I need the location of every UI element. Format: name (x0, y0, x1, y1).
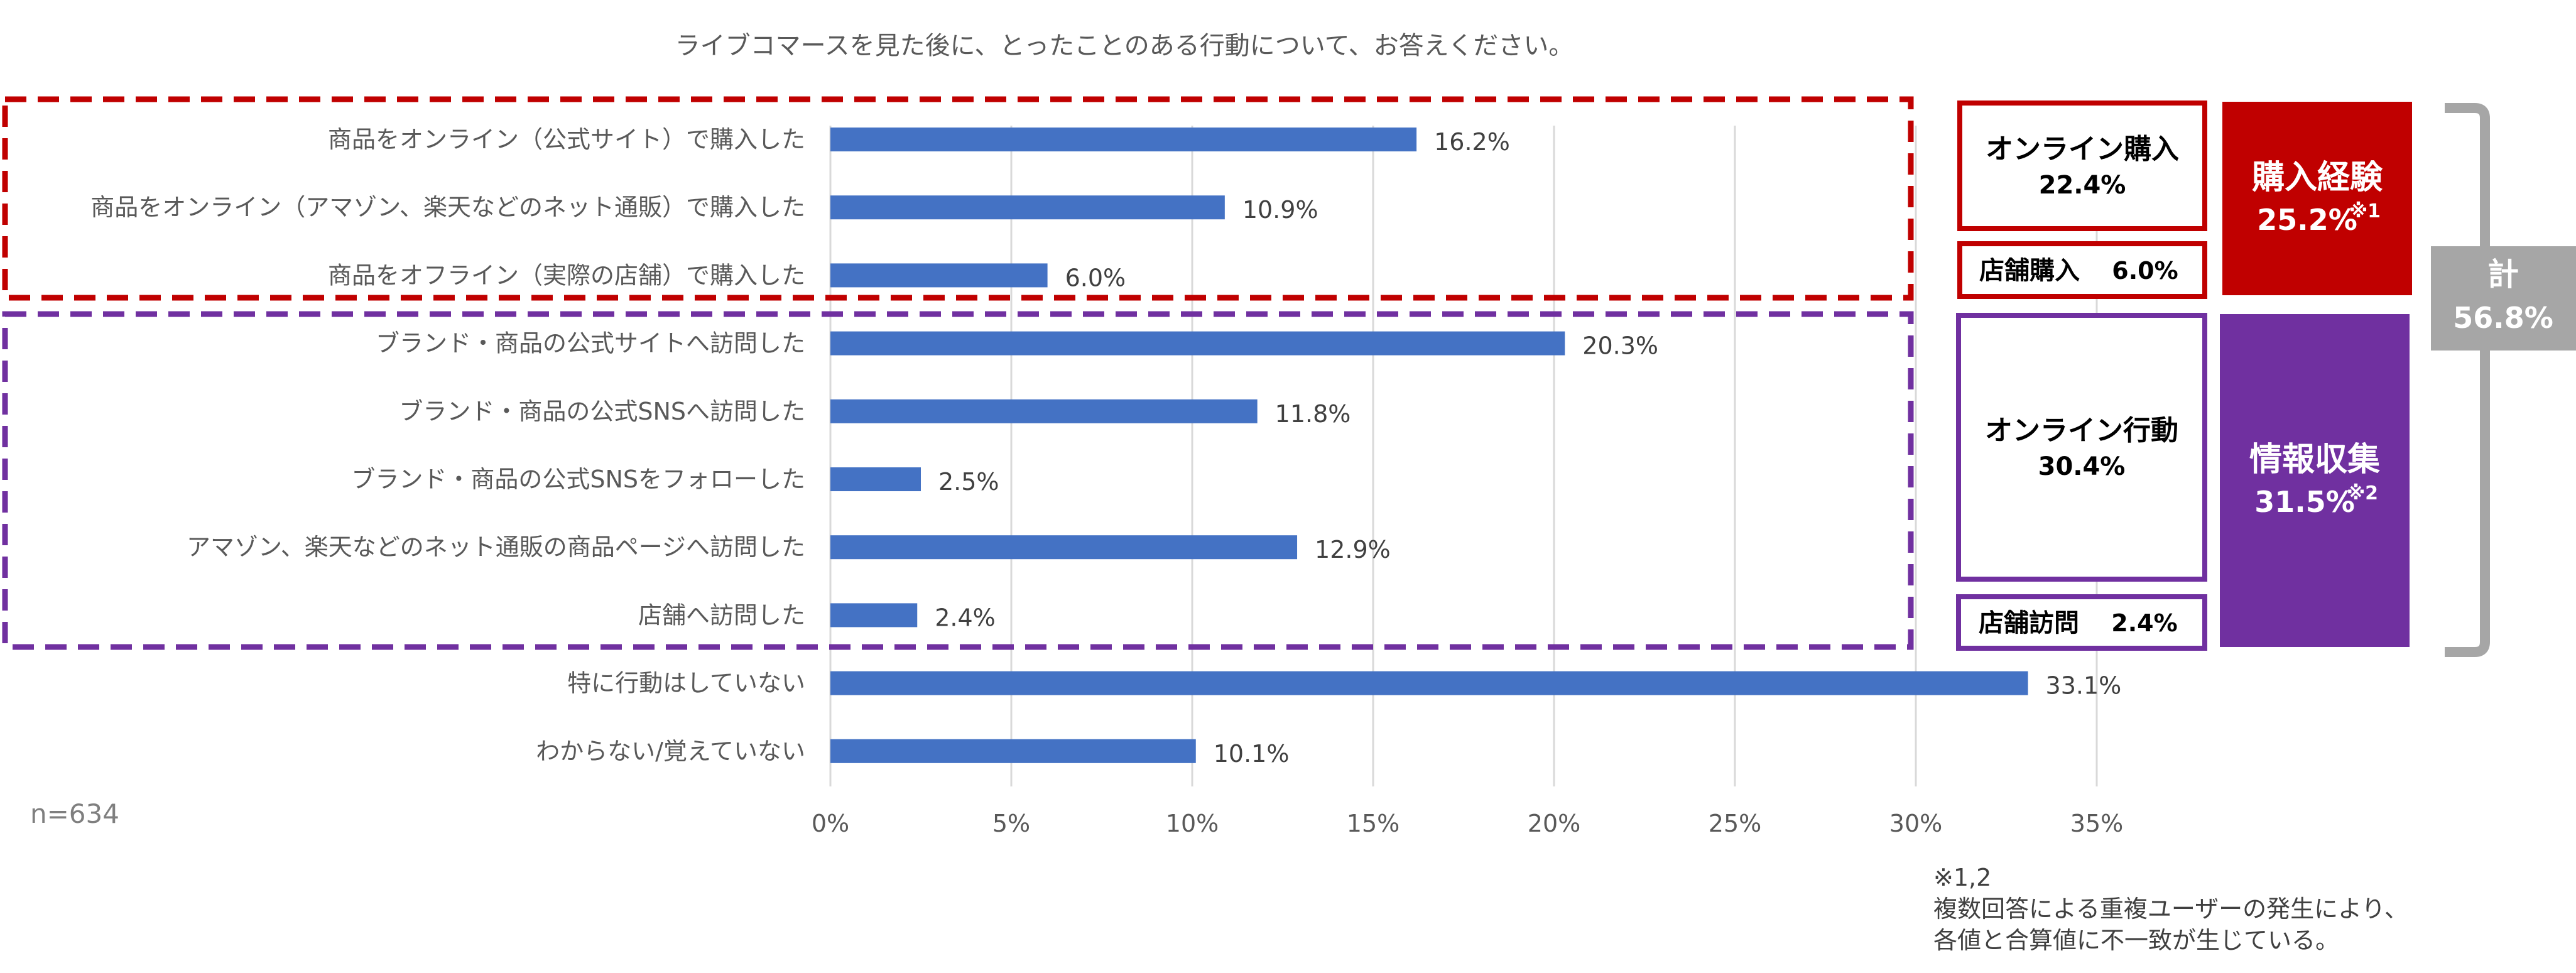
group-dashed-box-info (2, 311, 1914, 650)
x-tick-label: 5% (992, 810, 1030, 837)
summary-box-purchase (2222, 102, 2412, 295)
total-bracket (2445, 103, 2490, 657)
footnote-line: 複数回答による重複ユーザーの発生により、 (1933, 895, 2408, 923)
bar-value-label: 12.9% (1315, 536, 1391, 563)
category-label: アマゾン、楽天などのネット通販の商品ページへ訪問した (187, 533, 805, 561)
summary-value: 25.2% (2257, 203, 2357, 237)
sub-box-value: 22.4% (2039, 171, 2126, 200)
x-tick-label: 35% (2070, 810, 2123, 837)
bar (830, 399, 1258, 423)
bar-value-label: 33.1% (2046, 672, 2122, 700)
sub-box-value: 2.4% (2111, 609, 2177, 637)
bar (830, 331, 1565, 356)
bar-value-label: 11.8% (1275, 400, 1351, 428)
chart-title: ライブコマースを見た後に、とったことのある行動について、お答えください。 (675, 31, 1574, 60)
bar-value-label: 10.9% (1242, 196, 1318, 224)
footnote-line: 各値と合算値に不一致が生じている。 (1933, 927, 2339, 954)
bar (830, 467, 921, 491)
sub-box-purchase-1 (1957, 241, 2207, 299)
bar (830, 195, 1225, 220)
bar-value-label: 16.2% (1434, 128, 1510, 156)
category-label: ブランド・商品の公式SNSへ訪問した (399, 398, 805, 425)
category-label: 商品をオンライン（公式サイト）で購入した (328, 126, 805, 153)
category-label: ブランド・商品の公式SNSをフォローした (351, 465, 805, 493)
x-tick-label: 30% (1889, 810, 1942, 837)
bar-value-label: 2.4% (935, 604, 996, 631)
footnote-line: ※1,2 (1933, 864, 1991, 891)
bar (830, 603, 918, 628)
summary-label: 情報収集 (2249, 441, 2380, 479)
bar (830, 263, 1048, 288)
x-tick-label: 10% (1166, 810, 1219, 837)
x-tick-label: 25% (1709, 810, 1761, 837)
group-dashed-box-purchase (2, 96, 1914, 301)
total-box (2431, 246, 2576, 351)
sub-box-value: 30.4% (2038, 452, 2126, 481)
category-label: ブランド・商品の公式サイトへ訪問した (376, 330, 805, 357)
summary-value: 31.5% (2254, 485, 2355, 519)
sub-box-label: 店舗訪問 (1979, 609, 2079, 638)
sub-box-label: 店舗購入 (1979, 256, 2080, 285)
category-label: わからない/覚えていない (536, 737, 805, 765)
x-tick-label: 20% (1528, 810, 1580, 837)
sub-box-info-1 (1956, 594, 2207, 651)
bar-value-label: 10.1% (1214, 740, 1290, 768)
bar (830, 671, 2028, 695)
bar-value-label: 2.5% (938, 468, 999, 496)
summary-label: 購入経験 (2252, 159, 2383, 197)
bar-value-label: 20.3% (1582, 332, 1658, 360)
sub-box-info-0 (1956, 313, 2207, 582)
summary-box-info (2220, 314, 2410, 647)
summary-note: ※1 (2349, 200, 2381, 222)
category-label: 商品をオンライン（アマゾン、楽天などのネット通販）で購入した (90, 193, 805, 221)
x-tick-label: 0% (812, 810, 849, 837)
summary-note: ※2 (2347, 482, 2378, 504)
total-label: 計 (2487, 256, 2519, 293)
sub-box-purchase-0 (1957, 101, 2207, 231)
bar (830, 739, 1196, 763)
category-label: 店舗へ訪問した (638, 601, 805, 629)
bar-value-label: 6.0% (1065, 264, 1126, 291)
sub-box-value: 6.0% (2112, 257, 2178, 285)
bar (830, 535, 1298, 560)
total-value: 56.8% (2453, 301, 2553, 335)
category-label: 商品をオフライン（実際の店舗）で購入した (328, 261, 805, 289)
sample-size-label: n=634 (30, 798, 119, 829)
x-tick-label: 15% (1347, 810, 1399, 837)
bar (830, 128, 1417, 151)
category-label: 特に行動はしていない (567, 670, 805, 697)
sub-box-label: オンライン購入 (1986, 133, 2179, 165)
sub-box-label: オンライン行動 (1985, 415, 2178, 447)
